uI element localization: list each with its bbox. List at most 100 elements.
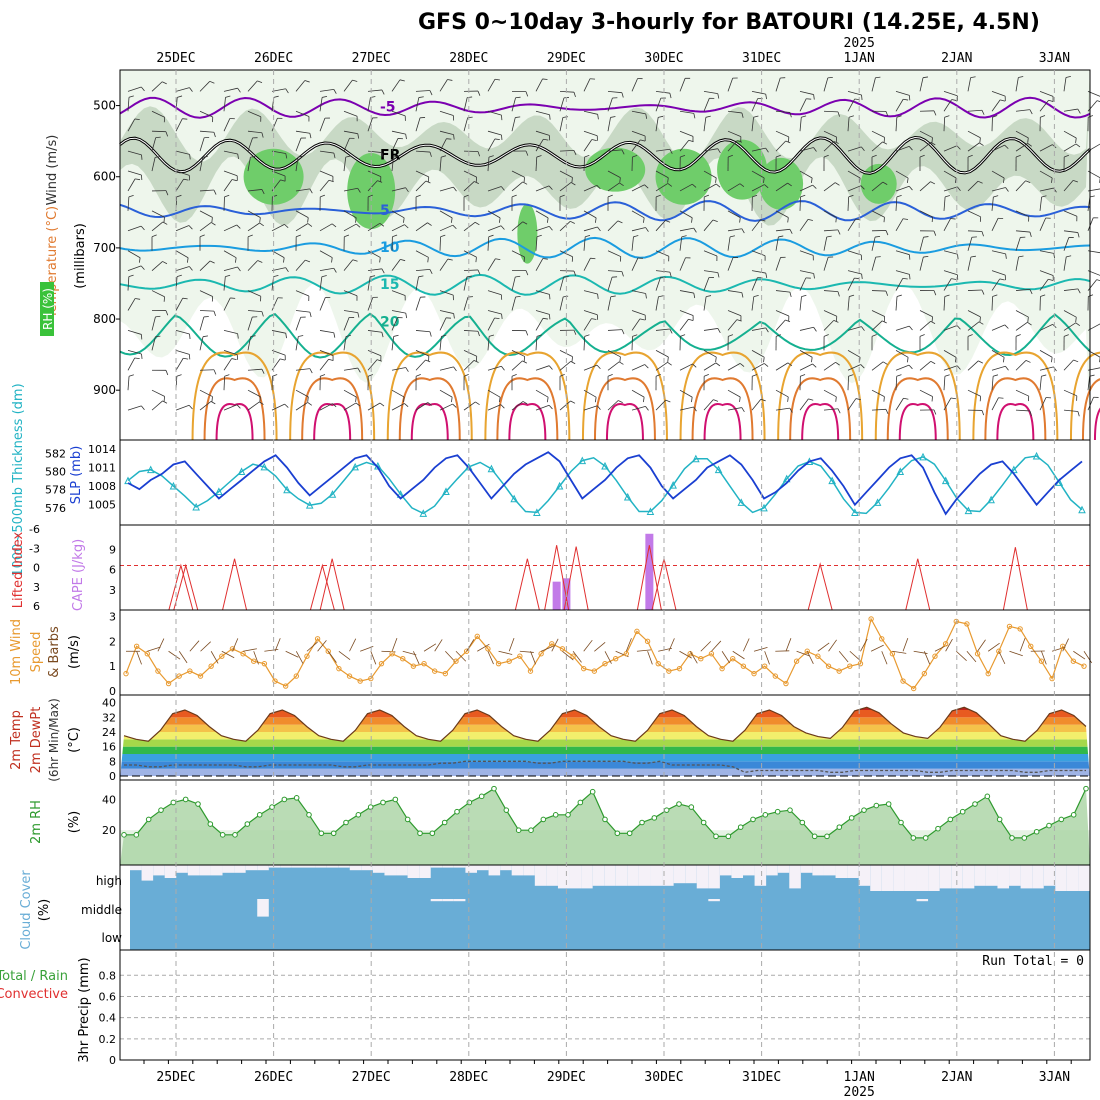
cloud-high-gap (685, 865, 697, 884)
rh-point (1083, 785, 1089, 792)
isotherm-5 (119, 200, 1091, 222)
wind-barb-flag (259, 222, 264, 227)
wind-barb-flag (693, 227, 697, 233)
wind-barb-flag (585, 234, 591, 238)
cloud-high-gap (985, 865, 998, 886)
wind-barb (367, 89, 382, 92)
wind-barb-flag (944, 294, 950, 297)
wind-barb-flag (231, 358, 237, 360)
wind-barb (847, 296, 850, 311)
wind10-point (240, 651, 246, 657)
wind-barb (823, 320, 835, 331)
wind-barb (1063, 230, 1078, 233)
wind-barb (439, 366, 454, 371)
wind-barb (223, 170, 238, 177)
wind-barb-flag (885, 230, 889, 236)
wind-barb (271, 349, 286, 356)
wind-barb (1087, 279, 1097, 291)
wind-barb-flag (440, 234, 446, 238)
wind-barb-flag (381, 89, 385, 95)
wind-barb-flag (775, 334, 781, 337)
wind-barb (487, 404, 502, 411)
wind-barb-flag (429, 331, 432, 337)
rh-point (121, 832, 127, 838)
rh-point (380, 799, 386, 806)
wind-barb (487, 290, 502, 296)
wind-barb (751, 363, 765, 371)
rh-point (589, 788, 596, 795)
wind-barb (655, 90, 670, 94)
wind-barb (295, 368, 310, 371)
wind10-barb (434, 639, 443, 652)
wind-barb (655, 399, 667, 411)
wind-barb-flag (511, 194, 517, 198)
wind-barb-flag (944, 374, 950, 377)
wind-barb-flag (789, 229, 793, 234)
wind-barb-flag (883, 396, 885, 402)
wind-barb-flag (930, 181, 936, 185)
wind-barb-flag (855, 218, 861, 221)
wind-barb (391, 389, 405, 398)
date-label-top: 31DEC (742, 51, 781, 66)
wind-barb-flag (573, 270, 577, 276)
wind-barb (151, 110, 165, 118)
wind-barb-flag (273, 95, 279, 98)
rh-point (626, 830, 633, 837)
wind-barb-flag (739, 363, 745, 367)
upper-ytick: 500 (93, 99, 116, 113)
thickness-marker (533, 508, 541, 516)
wind-barb (367, 180, 378, 192)
wind-barb (823, 110, 839, 113)
thickness-marker (351, 462, 359, 471)
wind-barb (895, 349, 909, 358)
thickness-marker (601, 461, 609, 470)
wind-barb (583, 318, 592, 331)
wind-barb (703, 296, 707, 311)
wind-barb (919, 181, 931, 192)
wind10-point (431, 668, 438, 674)
wind10-point (559, 646, 566, 652)
wind-barb (223, 224, 237, 232)
precip-ytick: 0.6 (99, 990, 117, 1003)
cloud-mid-label: middle (81, 903, 122, 917)
rh-point (799, 819, 806, 826)
wind-barb (1063, 77, 1067, 92)
wind-barb-flag (597, 114, 599, 120)
wind-barb (703, 399, 714, 411)
rh-point (861, 807, 867, 813)
wind-barb (583, 110, 598, 115)
wind-barb (343, 79, 353, 92)
rh-point (577, 799, 584, 806)
wind-barb (559, 97, 565, 112)
wind10-barb (945, 638, 953, 652)
upper-wind-label: Wind (m/s) (45, 135, 60, 206)
wind-barb-flag (667, 177, 669, 183)
isotherm-15 (119, 273, 1091, 296)
date-label-top: 1JAN (844, 51, 875, 66)
wind-barb (367, 297, 374, 311)
wind-barb (847, 90, 862, 96)
cloud-high-gap (673, 865, 686, 884)
rh-point (318, 830, 325, 837)
wind-barb (655, 183, 669, 192)
wind-barb (583, 258, 591, 271)
wind10-point (996, 648, 1002, 654)
rh-point (947, 816, 954, 823)
li-ytick: 3 (33, 581, 40, 594)
wind-barb-flag (704, 374, 709, 377)
wind-barb-flag (182, 297, 188, 300)
wind-barb (199, 110, 213, 118)
temp-label-u: (°C) (67, 727, 82, 753)
rh-point (330, 830, 337, 837)
wind-barb (943, 325, 958, 331)
wind-barb (247, 157, 251, 172)
cloud-high-gap (812, 865, 824, 876)
wind-barb-flag (261, 369, 265, 374)
rh-point (515, 827, 522, 834)
warm-contour (410, 403, 449, 441)
wind-barb-flag (573, 150, 577, 156)
wind-barb-flag (705, 115, 711, 118)
wind-barb (871, 257, 877, 271)
wind10-point (208, 663, 214, 669)
wind-barb-flag (309, 312, 312, 318)
